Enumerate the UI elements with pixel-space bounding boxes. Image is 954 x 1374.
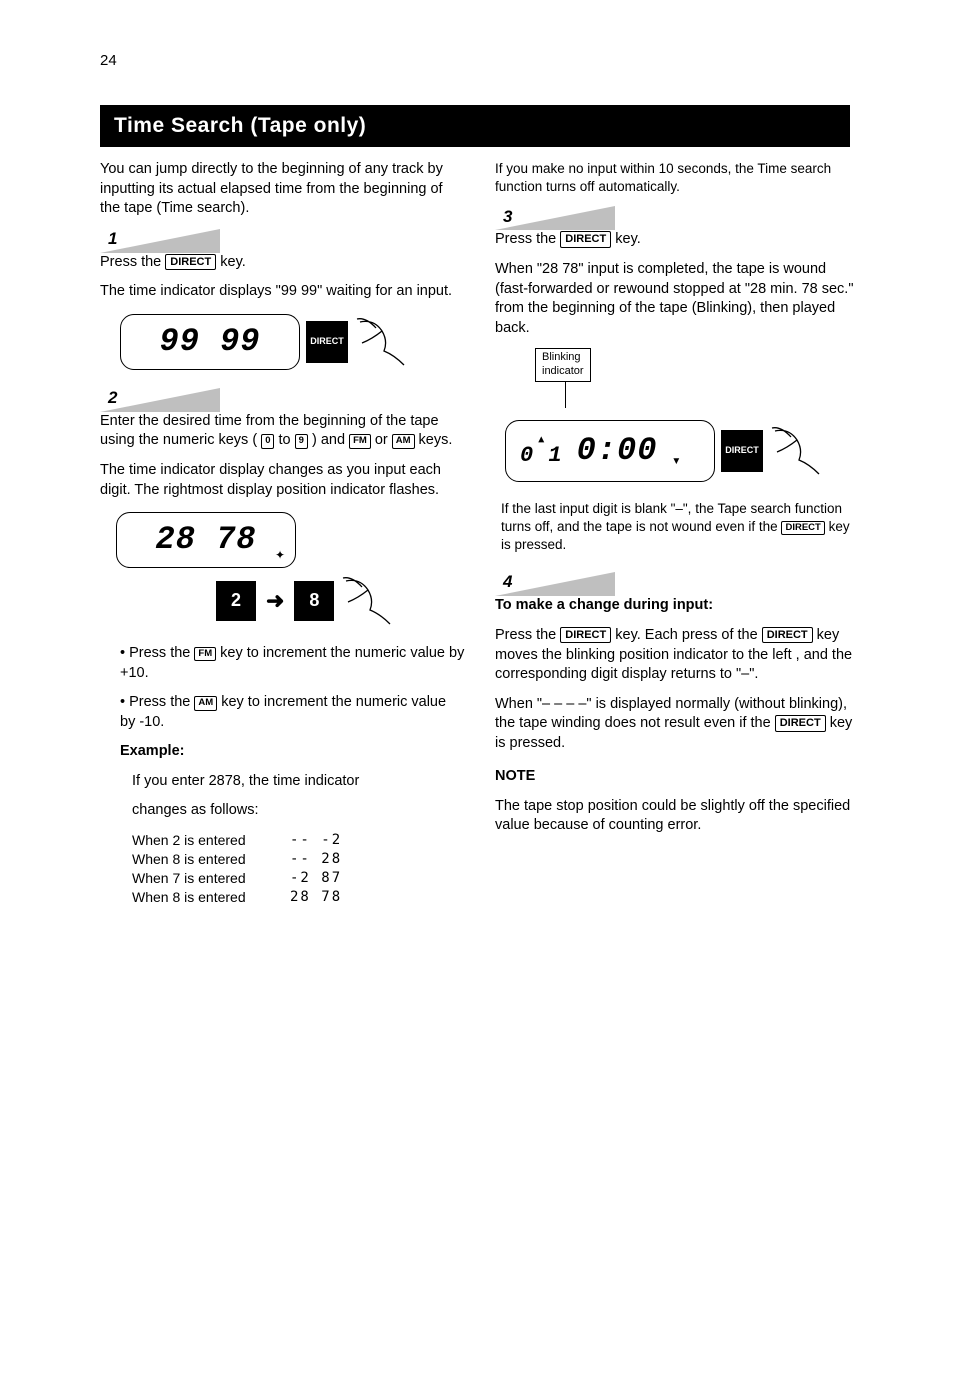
step-number: 1 <box>108 228 117 251</box>
lcd-display: 28 78 ✦ <box>116 512 296 568</box>
down-triangle-icon: ▼ <box>671 455 681 469</box>
finger-icon <box>769 426 821 476</box>
direct-key-label: DIRECT <box>560 231 611 247</box>
num-key-9: 9 <box>295 434 308 448</box>
step4-text: Press the DIRECT key. Each press of the … <box>495 626 860 685</box>
example-line1: If you enter 2878, the time indicator <box>132 772 465 792</box>
callout-line-icon <box>565 382 860 408</box>
sequence-list: When 2 is entered -- -2 When 8 is entere… <box>132 831 465 907</box>
step-marker-4: 4 <box>495 572 615 596</box>
step2-note-fm: • Press the FM key to increment the nume… <box>120 644 465 683</box>
seq-row: When 2 is entered -- -2 <box>132 831 465 850</box>
t: key. <box>220 254 246 270</box>
direct-key-label: DIRECT <box>165 254 216 270</box>
t: Example: <box>120 743 184 759</box>
t: ) and <box>312 432 349 448</box>
step1-followup: The time indicator displays "99 99" wait… <box>100 282 465 302</box>
finger-icon <box>354 317 406 367</box>
t: • Press the <box>120 694 194 710</box>
example-line2: changes as follows: <box>132 801 465 821</box>
step-number: 3 <box>503 206 512 229</box>
lcd-small-value: 0 1 <box>520 445 563 467</box>
t: key. <box>615 231 641 247</box>
seq-right: -2 87 <box>290 869 342 888</box>
step4-heading: To make a change during input: <box>495 596 860 616</box>
step3-follow: When "28 78" input is completed, the tap… <box>495 260 860 338</box>
right-column: If you make no input within 10 seconds, … <box>495 160 860 907</box>
t: key. Each press of the <box>615 627 761 643</box>
direct-key-label: DIRECT <box>762 627 813 643</box>
step2-note-am: • Press the AM key to increment the nume… <box>120 693 465 732</box>
example-heading: Example: <box>120 742 465 762</box>
step-number: 4 <box>503 571 512 594</box>
seq-right: -- 28 <box>290 850 342 869</box>
lcd-big-value: 0:00 <box>577 429 658 472</box>
direct-button[interactable]: DIRECT <box>721 430 763 472</box>
content-columns: You can jump directly to the beginning o… <box>100 160 860 907</box>
num-key-0: 0 <box>261 434 274 448</box>
callout-container: Blinking indicator <box>535 348 860 408</box>
finger-icon <box>340 576 392 626</box>
seq-left: When 8 is entered <box>132 850 272 869</box>
seq-row: When 8 is entered -- 28 <box>132 850 465 869</box>
t: keys. <box>419 432 453 448</box>
seq-right: 28 78 <box>290 888 342 907</box>
direct-key-label: DIRECT <box>560 627 611 643</box>
t: Press the <box>100 254 165 270</box>
seq-row: When 7 is entered -2 87 <box>132 869 465 888</box>
t: to <box>279 432 295 448</box>
seq-left: When 7 is entered <box>132 869 272 888</box>
page-number: 24 <box>100 52 117 69</box>
num-button-8[interactable]: 8 <box>294 581 334 621</box>
arrow-right-icon: ➜ <box>262 586 288 616</box>
lcd-value: 99 99 <box>159 320 260 363</box>
step2-text-f: The time indicator display changes as yo… <box>100 461 465 500</box>
title-bar: Time Search (Tape only) <box>100 105 850 147</box>
lcd-display: 99 99 <box>120 314 300 370</box>
t: or <box>375 432 392 448</box>
step2-figure: 28 78 ✦ 2 ➜ 8 <box>116 512 465 626</box>
direct-key-label: DIRECT <box>781 521 824 535</box>
blinking-callout: Blinking indicator <box>535 348 591 382</box>
t: NOTE <box>495 768 535 784</box>
am-key-label: AM <box>392 434 415 448</box>
step1-text: Press the DIRECT key. <box>100 253 465 273</box>
t: Press the <box>495 231 560 247</box>
title-text: Time Search (Tape only) <box>114 114 366 138</box>
step-number: 2 <box>108 387 117 410</box>
direct-button[interactable]: DIRECT <box>306 321 348 363</box>
t: Press the <box>495 627 560 643</box>
intro-paragraph: You can jump directly to the beginning o… <box>100 160 465 219</box>
step-marker-1: 1 <box>100 229 220 253</box>
seq-left: When 2 is entered <box>132 831 272 850</box>
note-text: The tape stop position could be slightly… <box>495 797 860 836</box>
fm-key-label: FM <box>349 434 371 448</box>
t: To make a change during input: <box>495 597 713 613</box>
num-button-2[interactable]: 2 <box>216 581 256 621</box>
left-column: You can jump directly to the beginning o… <box>100 160 465 907</box>
seq-right: -- -2 <box>290 831 342 850</box>
seq-row: When 8 is entered 28 78 <box>132 888 465 907</box>
flash-indicator-icon: ✦ <box>275 547 285 563</box>
step3-input-caution: If the last input digit is blank "–", th… <box>501 500 860 555</box>
note-heading: NOTE <box>495 767 860 787</box>
t: • Press the <box>120 645 194 661</box>
fm-key-label: FM <box>194 647 216 661</box>
lcd-display: ▲ 0 1 0:00 ▼ <box>505 420 715 482</box>
am-key-label: AM <box>194 696 217 710</box>
direct-key-label: DIRECT <box>775 715 826 731</box>
step-marker-2: 2 <box>100 388 220 412</box>
step1-figure: 99 99 DIRECT <box>120 314 465 370</box>
step3-text: Press the DIRECT key. <box>495 230 860 250</box>
right-intro-note: If you make no input within 10 seconds, … <box>495 160 860 196</box>
step-marker-3: 3 <box>495 206 615 230</box>
step4-text2: When "– – – –" is displayed normally (wi… <box>495 695 860 754</box>
step2-text: Enter the desired time from the beginnin… <box>100 412 465 451</box>
step3-figure: ▲ 0 1 0:00 ▼ DIRECT <box>505 420 860 482</box>
seq-left: When 8 is entered <box>132 888 272 907</box>
lcd-value: 28 78 <box>155 518 256 561</box>
